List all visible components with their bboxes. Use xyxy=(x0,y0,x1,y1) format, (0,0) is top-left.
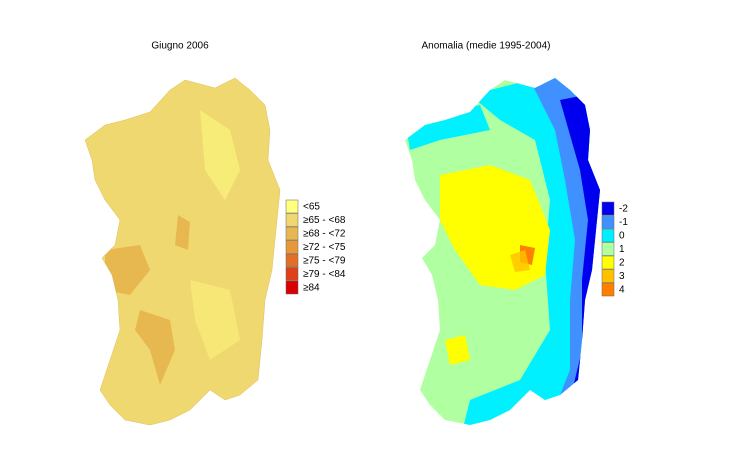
legend-swatch xyxy=(601,201,615,216)
legend-label: ≥75 - <79 xyxy=(303,256,346,267)
legend-label: 0 xyxy=(619,231,625,242)
map-zones xyxy=(105,110,240,385)
legend-label: ≥72 - <75 xyxy=(303,242,346,253)
legend-swatch xyxy=(285,267,299,281)
legend-swatch xyxy=(601,282,615,297)
legend-label: 1 xyxy=(619,244,625,255)
map-title: Anomalia (medie 1995-2004) xyxy=(422,41,551,52)
legend-swatch xyxy=(601,255,615,270)
map-title: Giugno 2006 xyxy=(151,41,209,52)
legend-label: 4 xyxy=(619,285,625,296)
legend-label: ≥79 - <84 xyxy=(303,269,346,280)
legend-swatch xyxy=(285,240,299,254)
legend-label: ≥65 - <68 xyxy=(303,215,346,226)
legend-swatch xyxy=(601,215,615,229)
legend-swatch xyxy=(285,280,299,295)
legend: -2 -1 0 1 2 3 4 xyxy=(601,201,628,297)
legend-label: -2 xyxy=(619,204,628,215)
legend-swatch xyxy=(601,242,615,256)
legend-swatch xyxy=(601,228,615,243)
legend-swatch xyxy=(285,226,299,241)
legend: <65 ≥65 - <68 ≥68 - <72 ≥72 - <75 ≥75 - <79 ≥… xyxy=(285,199,346,295)
legend-label: 3 xyxy=(619,271,625,282)
legend-swatch xyxy=(601,269,615,283)
legend-label: ≥84 xyxy=(303,283,320,294)
legend-label: ≥68 - <72 xyxy=(303,229,346,240)
legend-label: <65 xyxy=(303,202,320,213)
legend-label: 2 xyxy=(619,258,625,269)
legend-swatch xyxy=(285,253,299,268)
map-right: Anomalia (medie 1995-2004) -2 -1 0 1 2 3 4 xyxy=(405,41,628,425)
legend-swatch xyxy=(285,199,299,214)
legend-swatch xyxy=(285,213,299,227)
map-left: Giugno 2006 <65 ≥65 - <68 ≥68 - <72 ≥72 - <… xyxy=(84,41,346,426)
legend-label: -1 xyxy=(619,217,628,228)
